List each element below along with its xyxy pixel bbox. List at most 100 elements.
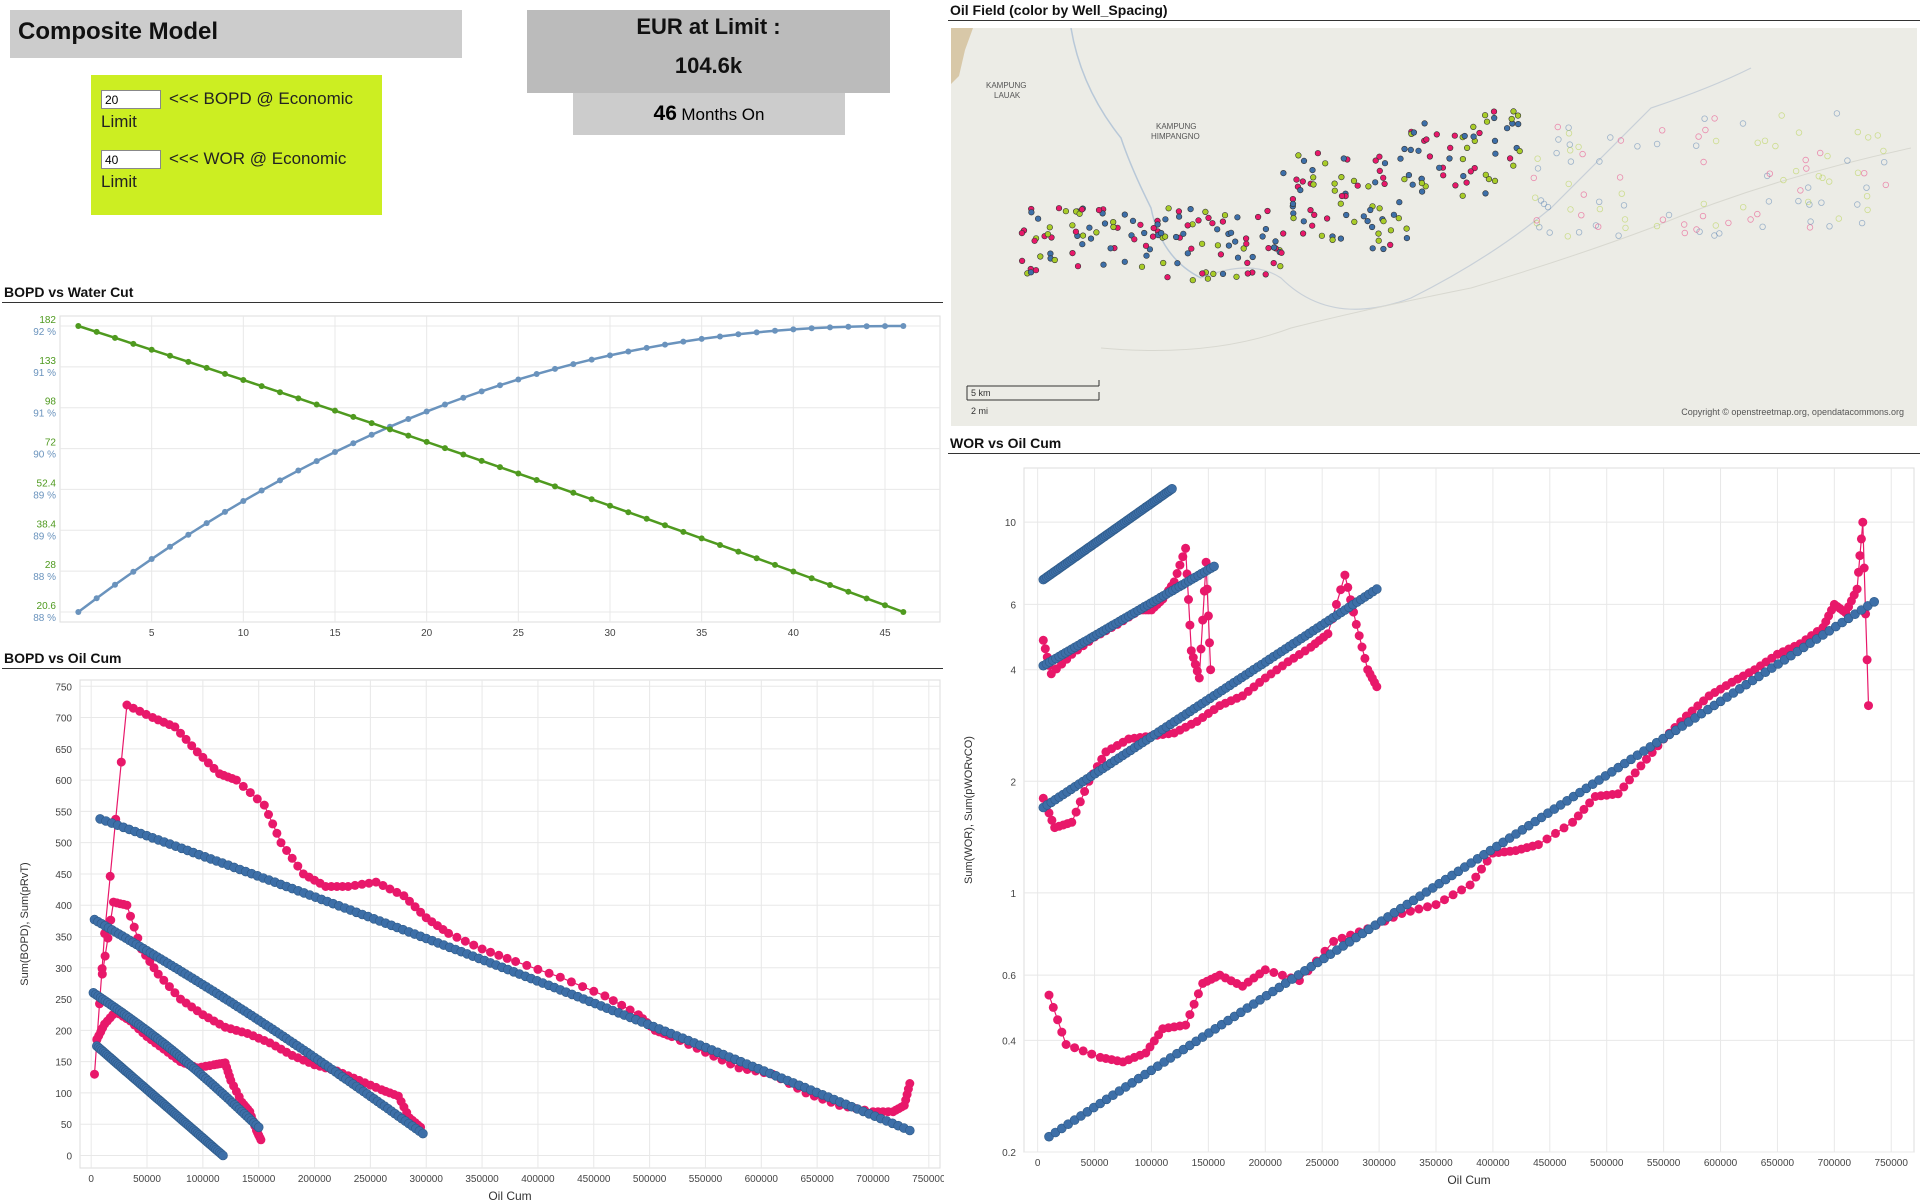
map-title-rule bbox=[948, 20, 1920, 21]
actual-4-point bbox=[1573, 811, 1583, 821]
actual-4-point bbox=[176, 728, 185, 738]
actual-2-point bbox=[1202, 584, 1212, 594]
months-value: 46 bbox=[653, 102, 677, 125]
well-point bbox=[1375, 230, 1382, 237]
actual-4-point bbox=[1457, 885, 1467, 895]
actual-4-point bbox=[350, 880, 360, 890]
model-2-point bbox=[1209, 561, 1219, 572]
well-point bbox=[1380, 218, 1387, 225]
well-point-faded bbox=[1681, 229, 1688, 237]
watercut-series-point bbox=[277, 477, 283, 484]
well-point bbox=[1299, 178, 1306, 185]
bopd-series-point bbox=[368, 420, 375, 427]
well-point-faded bbox=[1874, 132, 1881, 139]
well-point bbox=[1380, 174, 1387, 181]
well-point bbox=[1195, 217, 1202, 224]
x-tick-label: 30 bbox=[604, 628, 616, 639]
well-point bbox=[1173, 233, 1180, 241]
well-point bbox=[1232, 238, 1239, 245]
watercut-series-point bbox=[900, 323, 907, 329]
well-point-faded bbox=[1533, 219, 1541, 227]
well-point bbox=[1463, 179, 1470, 186]
eur-summary: EUR at Limit : 104.6k bbox=[527, 10, 890, 93]
y-tick-label-bopd: 72 bbox=[45, 438, 57, 449]
bopd-limit-input[interactable] bbox=[101, 90, 161, 110]
actual-3-point bbox=[100, 951, 110, 961]
well-point bbox=[1396, 199, 1403, 206]
bopd-series-point bbox=[405, 432, 412, 439]
bopd-series-point bbox=[497, 464, 503, 471]
well-point bbox=[1492, 150, 1499, 157]
actual-3-point bbox=[1097, 754, 1107, 764]
bopd-series-point bbox=[552, 483, 558, 490]
actual-2-point bbox=[1186, 646, 1196, 656]
well-point bbox=[1265, 245, 1272, 252]
x-tick-label: 750000 bbox=[912, 1174, 944, 1185]
well-point bbox=[1376, 205, 1383, 212]
well-point bbox=[1162, 233, 1169, 240]
watercut-series-point bbox=[515, 376, 522, 383]
place-label-himpangno: KAMPUNG HIMPANGNO bbox=[1151, 122, 1200, 141]
actual-3-point bbox=[153, 969, 163, 979]
y-tick-label: 400 bbox=[55, 901, 72, 912]
actual-2-point bbox=[1185, 620, 1195, 630]
well-point bbox=[1264, 207, 1271, 215]
map-river bbox=[1070, 28, 1202, 279]
actual-4-point bbox=[90, 1069, 99, 1079]
actual-4-point bbox=[357, 879, 367, 889]
actual-2-point bbox=[1181, 543, 1191, 553]
well-point-faded bbox=[1693, 142, 1700, 149]
actual-4-point bbox=[1533, 840, 1543, 850]
well-point-faded bbox=[1537, 197, 1545, 204]
x-tick-label: 500000 bbox=[633, 1174, 667, 1185]
well-point bbox=[1354, 182, 1361, 189]
well-point bbox=[1372, 179, 1379, 186]
x-tick-label: 450000 bbox=[1533, 1158, 1567, 1169]
watercut-series-point bbox=[350, 440, 357, 447]
map-view[interactable]: KAMPUNG LAUAK KAMPUNG HIMPANGNO 5 km 2 mi … bbox=[951, 28, 1917, 426]
actual-4-point bbox=[1642, 754, 1651, 764]
well-point-faded bbox=[1566, 141, 1573, 148]
watercut-series-point bbox=[680, 338, 687, 345]
y-tick-label: 300 bbox=[55, 964, 72, 975]
actual-4-point bbox=[1277, 970, 1287, 980]
watercut-series-point bbox=[625, 348, 632, 355]
well-point-faded bbox=[1695, 133, 1702, 140]
well-point-faded bbox=[1881, 158, 1888, 166]
watercut-series-point bbox=[93, 595, 100, 602]
actual-3-point bbox=[122, 900, 132, 910]
bopd-series-point bbox=[75, 323, 82, 329]
bopd-series-point bbox=[717, 541, 723, 548]
well-point bbox=[1221, 212, 1229, 219]
actual-4-point bbox=[1189, 999, 1199, 1009]
actual-4-point bbox=[1585, 798, 1595, 808]
well-point bbox=[1072, 228, 1079, 235]
actual-4-point bbox=[608, 996, 618, 1006]
well-point bbox=[1329, 236, 1336, 243]
actual-4-point bbox=[566, 977, 576, 987]
actual-2-point bbox=[1192, 666, 1202, 676]
well-point bbox=[1410, 129, 1418, 136]
well-point bbox=[1436, 164, 1443, 171]
model-3-point bbox=[1371, 584, 1382, 594]
y-tick-label: 200 bbox=[55, 1026, 72, 1037]
well-point bbox=[1199, 270, 1206, 277]
y-tick-label: 6 bbox=[1010, 600, 1016, 611]
wor-limit-label: <<< WOR @ Economic Limit bbox=[101, 149, 347, 191]
well-point bbox=[1461, 132, 1468, 140]
x-tick-label: 50000 bbox=[133, 1174, 161, 1185]
actual-4-point bbox=[486, 947, 495, 957]
wor-limit-input[interactable] bbox=[101, 150, 161, 170]
watercut-series-point bbox=[460, 394, 467, 401]
actual-4-point bbox=[1423, 902, 1432, 912]
bopd-title-rule bbox=[2, 668, 943, 669]
watercut-series-point bbox=[643, 344, 650, 351]
well-point bbox=[1387, 241, 1394, 248]
actual-2-point bbox=[1184, 595, 1193, 604]
well-point bbox=[1121, 211, 1128, 218]
watercut-series-point bbox=[313, 458, 320, 465]
well-point-faded bbox=[1532, 194, 1539, 201]
well-point bbox=[1228, 229, 1235, 236]
actual-2-point bbox=[1188, 653, 1198, 662]
well-point-faded bbox=[1766, 170, 1773, 177]
